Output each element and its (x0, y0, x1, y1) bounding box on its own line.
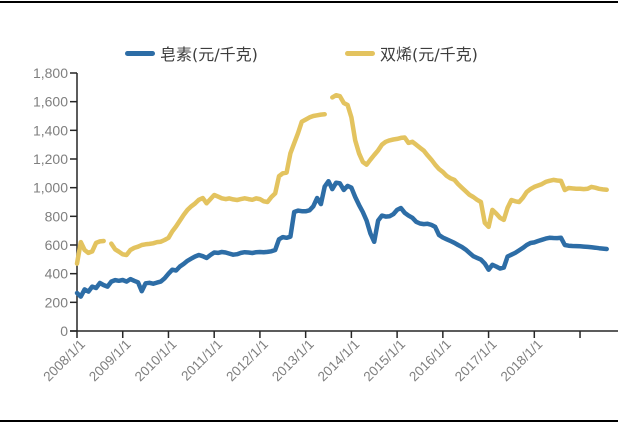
y-axis-tick-label: 200 (45, 294, 69, 310)
x-axis-tick-label: 2012/1/1 (223, 337, 271, 385)
x-axis-tick-label: 2014/1/1 (315, 337, 363, 385)
x-axis-tick-label: 2008/1/1 (40, 337, 88, 385)
top-border-line (0, 1, 618, 3)
y-axis-tick-label: 800 (45, 208, 69, 224)
y-axis-tick-label: 600 (45, 237, 69, 253)
x-axis-tick-label: 2010/1/1 (132, 337, 180, 385)
y-axis-tick-label: 1,400 (33, 122, 68, 138)
x-axis-tick-label: 2009/1/1 (86, 337, 134, 385)
series-line-0 (74, 178, 609, 299)
legend-label-diene: 双烯(元/千克) (380, 45, 478, 64)
y-axis-tick-label: 0 (60, 323, 68, 339)
y-axis-tick-label: 1,200 (33, 151, 68, 167)
y-axis-tick-label: 1,800 (33, 65, 68, 81)
x-axis-tick-label: 2013/1/1 (269, 337, 317, 385)
legend-item-saponin: 皂素(元/千克) (125, 41, 258, 65)
x-axis-tick-label: 2017/1/1 (452, 337, 500, 385)
bottom-border-line (0, 420, 618, 422)
x-axis-tick-label: 2018/1/1 (498, 337, 546, 385)
x-axis-tick-label: 2015/1/1 (360, 337, 408, 385)
legend-swatch-diene (345, 50, 375, 56)
x-axis-tick-label: 2011/1/1 (178, 337, 225, 384)
series-line-1 (74, 92, 609, 266)
legend-label-saponin: 皂素(元/千克) (160, 45, 258, 64)
y-axis-tick-label: 400 (45, 266, 69, 282)
y-axis-tick-label: 1,000 (33, 180, 68, 196)
legend-item-diene: 双烯(元/千克) (345, 41, 478, 65)
x-axis-tick-label: 2016/1/1 (406, 337, 454, 385)
legend-swatch-saponin (125, 50, 155, 56)
y-axis-tick-label: 1,600 (33, 94, 68, 110)
